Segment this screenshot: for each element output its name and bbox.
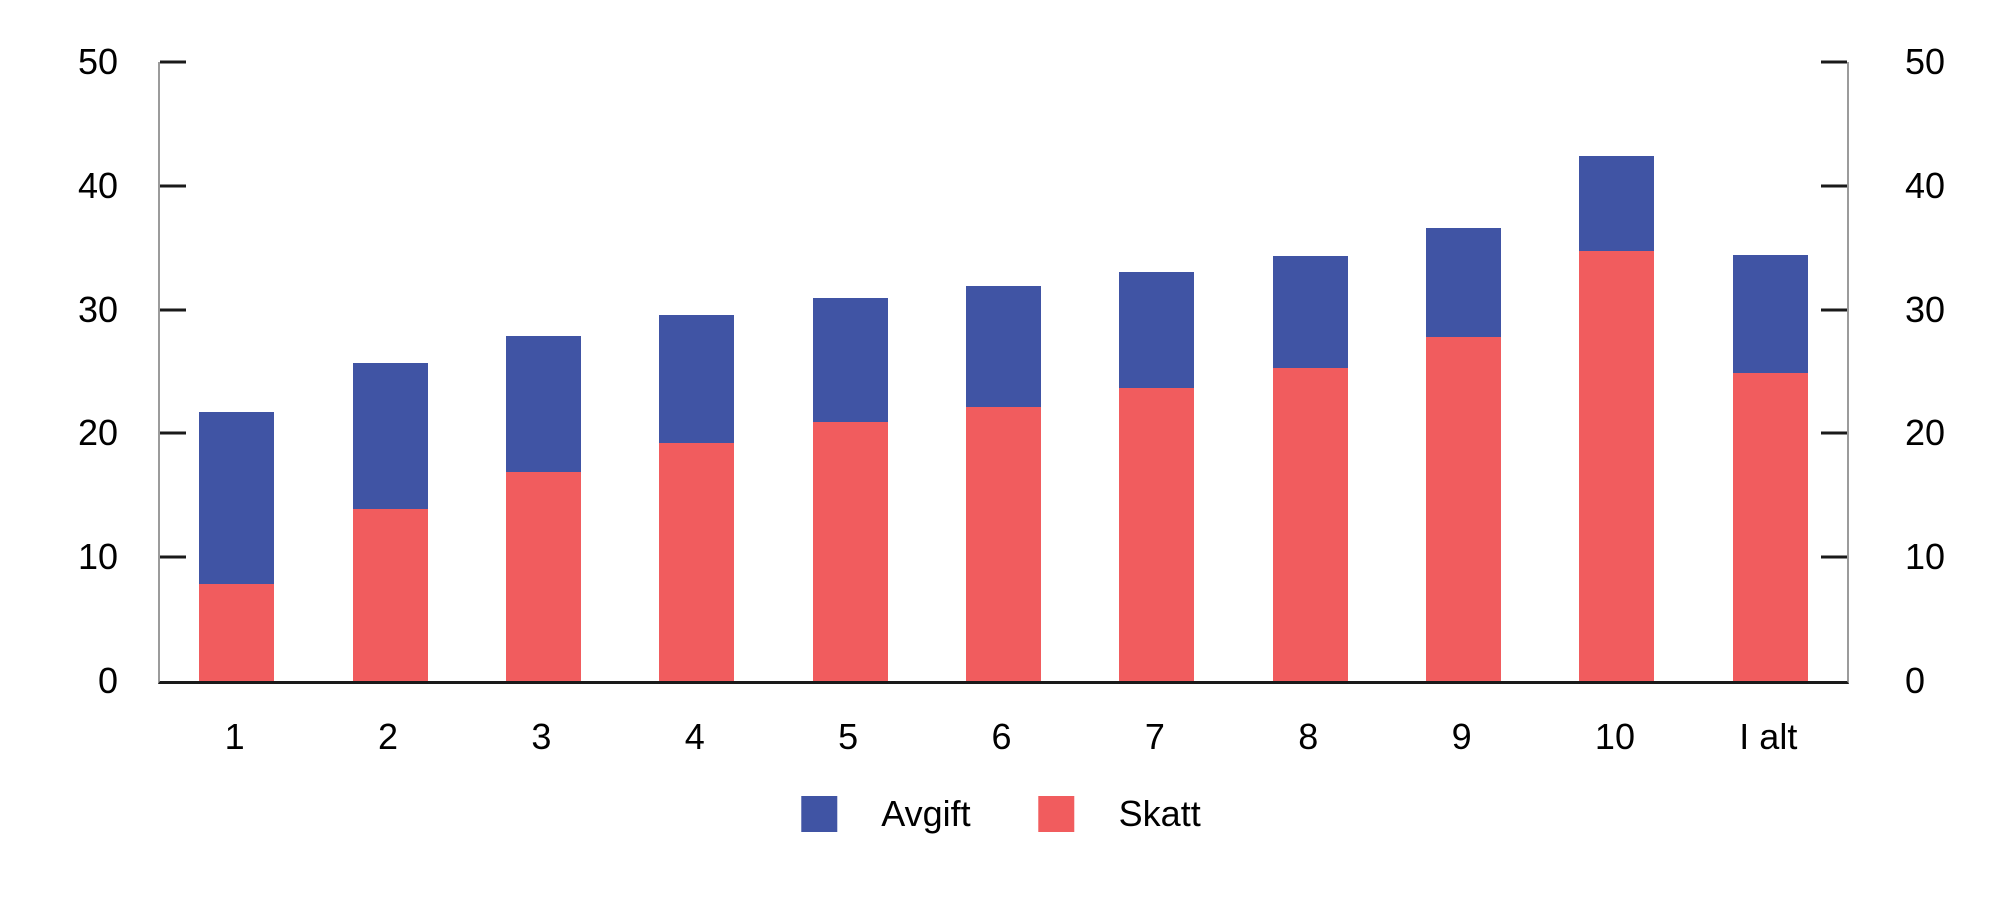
- bar-1: [199, 412, 275, 681]
- bar-segment-avgift: [1732, 255, 1808, 373]
- bar-segment-skatt: [1732, 372, 1808, 681]
- left-axis-tick-20: [160, 431, 186, 435]
- bar-9: [1426, 227, 1502, 681]
- right-axis-tick-50: [1821, 60, 1847, 64]
- left-y-axis-label-30: 30: [77, 288, 118, 330]
- left-y-axis-label-0: 0: [97, 660, 118, 701]
- x-category-label-4: 4: [684, 716, 705, 757]
- bar-segment-skatt: [812, 422, 888, 681]
- x-category-label-6: 6: [991, 716, 1012, 757]
- left-axis-tick-40: [160, 184, 186, 188]
- bar-segment-avgift: [199, 412, 275, 585]
- right-axis-tick-40: [1821, 184, 1847, 188]
- bar-segment-avgift: [812, 298, 888, 423]
- bar-segment-avgift: [1119, 272, 1195, 388]
- left-y-axis-label-40: 40: [77, 164, 118, 206]
- x-category-label-8: 8: [1298, 716, 1319, 757]
- left-axis-tick-10: [160, 555, 186, 559]
- bar-3: [505, 335, 581, 681]
- legend-item-skatt: Skatt: [1038, 793, 1201, 834]
- bar-segment-skatt: [505, 471, 581, 681]
- bar-10: [1579, 156, 1655, 681]
- legend-swatch-avgift: [801, 796, 838, 832]
- plot-area: [158, 60, 1849, 684]
- bar-2: [352, 362, 428, 681]
- right-y-axis-label-40: 40: [1905, 164, 1946, 206]
- left-axis-tick-30: [160, 308, 186, 312]
- right-y-axis-label-50: 50: [1905, 41, 1946, 82]
- legend-swatch-skatt: [1038, 796, 1075, 832]
- bar-segment-skatt: [1426, 336, 1502, 681]
- bar-segment-skatt: [659, 443, 735, 681]
- right-y-axis-label-30: 30: [1905, 288, 1946, 330]
- x-category-label-5: 5: [838, 716, 859, 757]
- bar-segment-skatt: [199, 584, 275, 681]
- legend-label-avgift: Avgift: [881, 793, 971, 834]
- x-category-label-1: 1: [224, 716, 245, 757]
- left-axis-tick-50: [160, 60, 186, 64]
- bar-segment-avgift: [1426, 227, 1502, 337]
- right-y-axis-label-0: 0: [1905, 660, 1926, 701]
- right-axis-tick-30: [1821, 308, 1847, 312]
- x-category-label-i-alt: I alt: [1739, 716, 1798, 757]
- bar-segment-skatt: [352, 508, 428, 681]
- bar-segment-skatt: [966, 407, 1041, 681]
- bar-segment-skatt: [1579, 251, 1655, 681]
- bar-i-alt: [1732, 255, 1808, 681]
- x-category-label-2: 2: [378, 716, 399, 757]
- bar-segment-avgift: [659, 314, 735, 444]
- right-y-axis-label-20: 20: [1905, 412, 1946, 454]
- left-y-axis-label-10: 10: [77, 536, 118, 578]
- bar-5: [812, 298, 888, 681]
- right-axis-tick-10: [1821, 555, 1847, 559]
- bar-7: [1119, 272, 1195, 681]
- bar-segment-avgift: [966, 286, 1041, 408]
- bar-segment-avgift: [352, 362, 428, 509]
- bar-segment-skatt: [1272, 367, 1348, 681]
- bar-6: [966, 286, 1041, 681]
- legend-item-avgift: Avgift: [801, 793, 971, 834]
- x-category-label-10: 10: [1594, 716, 1635, 757]
- bar-segment-avgift: [1272, 256, 1348, 368]
- right-axis-tick-20: [1821, 431, 1847, 435]
- bar-8: [1272, 256, 1348, 681]
- bar-4: [659, 314, 735, 681]
- legend: Avgift Skatt: [801, 793, 1201, 834]
- x-category-label-9: 9: [1451, 716, 1472, 757]
- legend-label-skatt: Skatt: [1118, 793, 1201, 834]
- left-y-axis-label-20: 20: [77, 412, 118, 454]
- left-y-axis-label-50: 50: [77, 41, 118, 82]
- bar-segment-avgift: [1579, 156, 1655, 252]
- bar-segment-avgift: [505, 335, 581, 472]
- right-y-axis-label-10: 10: [1905, 536, 1946, 578]
- bar-segment-skatt: [1119, 387, 1195, 681]
- x-category-label-7: 7: [1144, 716, 1165, 757]
- x-category-label-3: 3: [531, 716, 552, 757]
